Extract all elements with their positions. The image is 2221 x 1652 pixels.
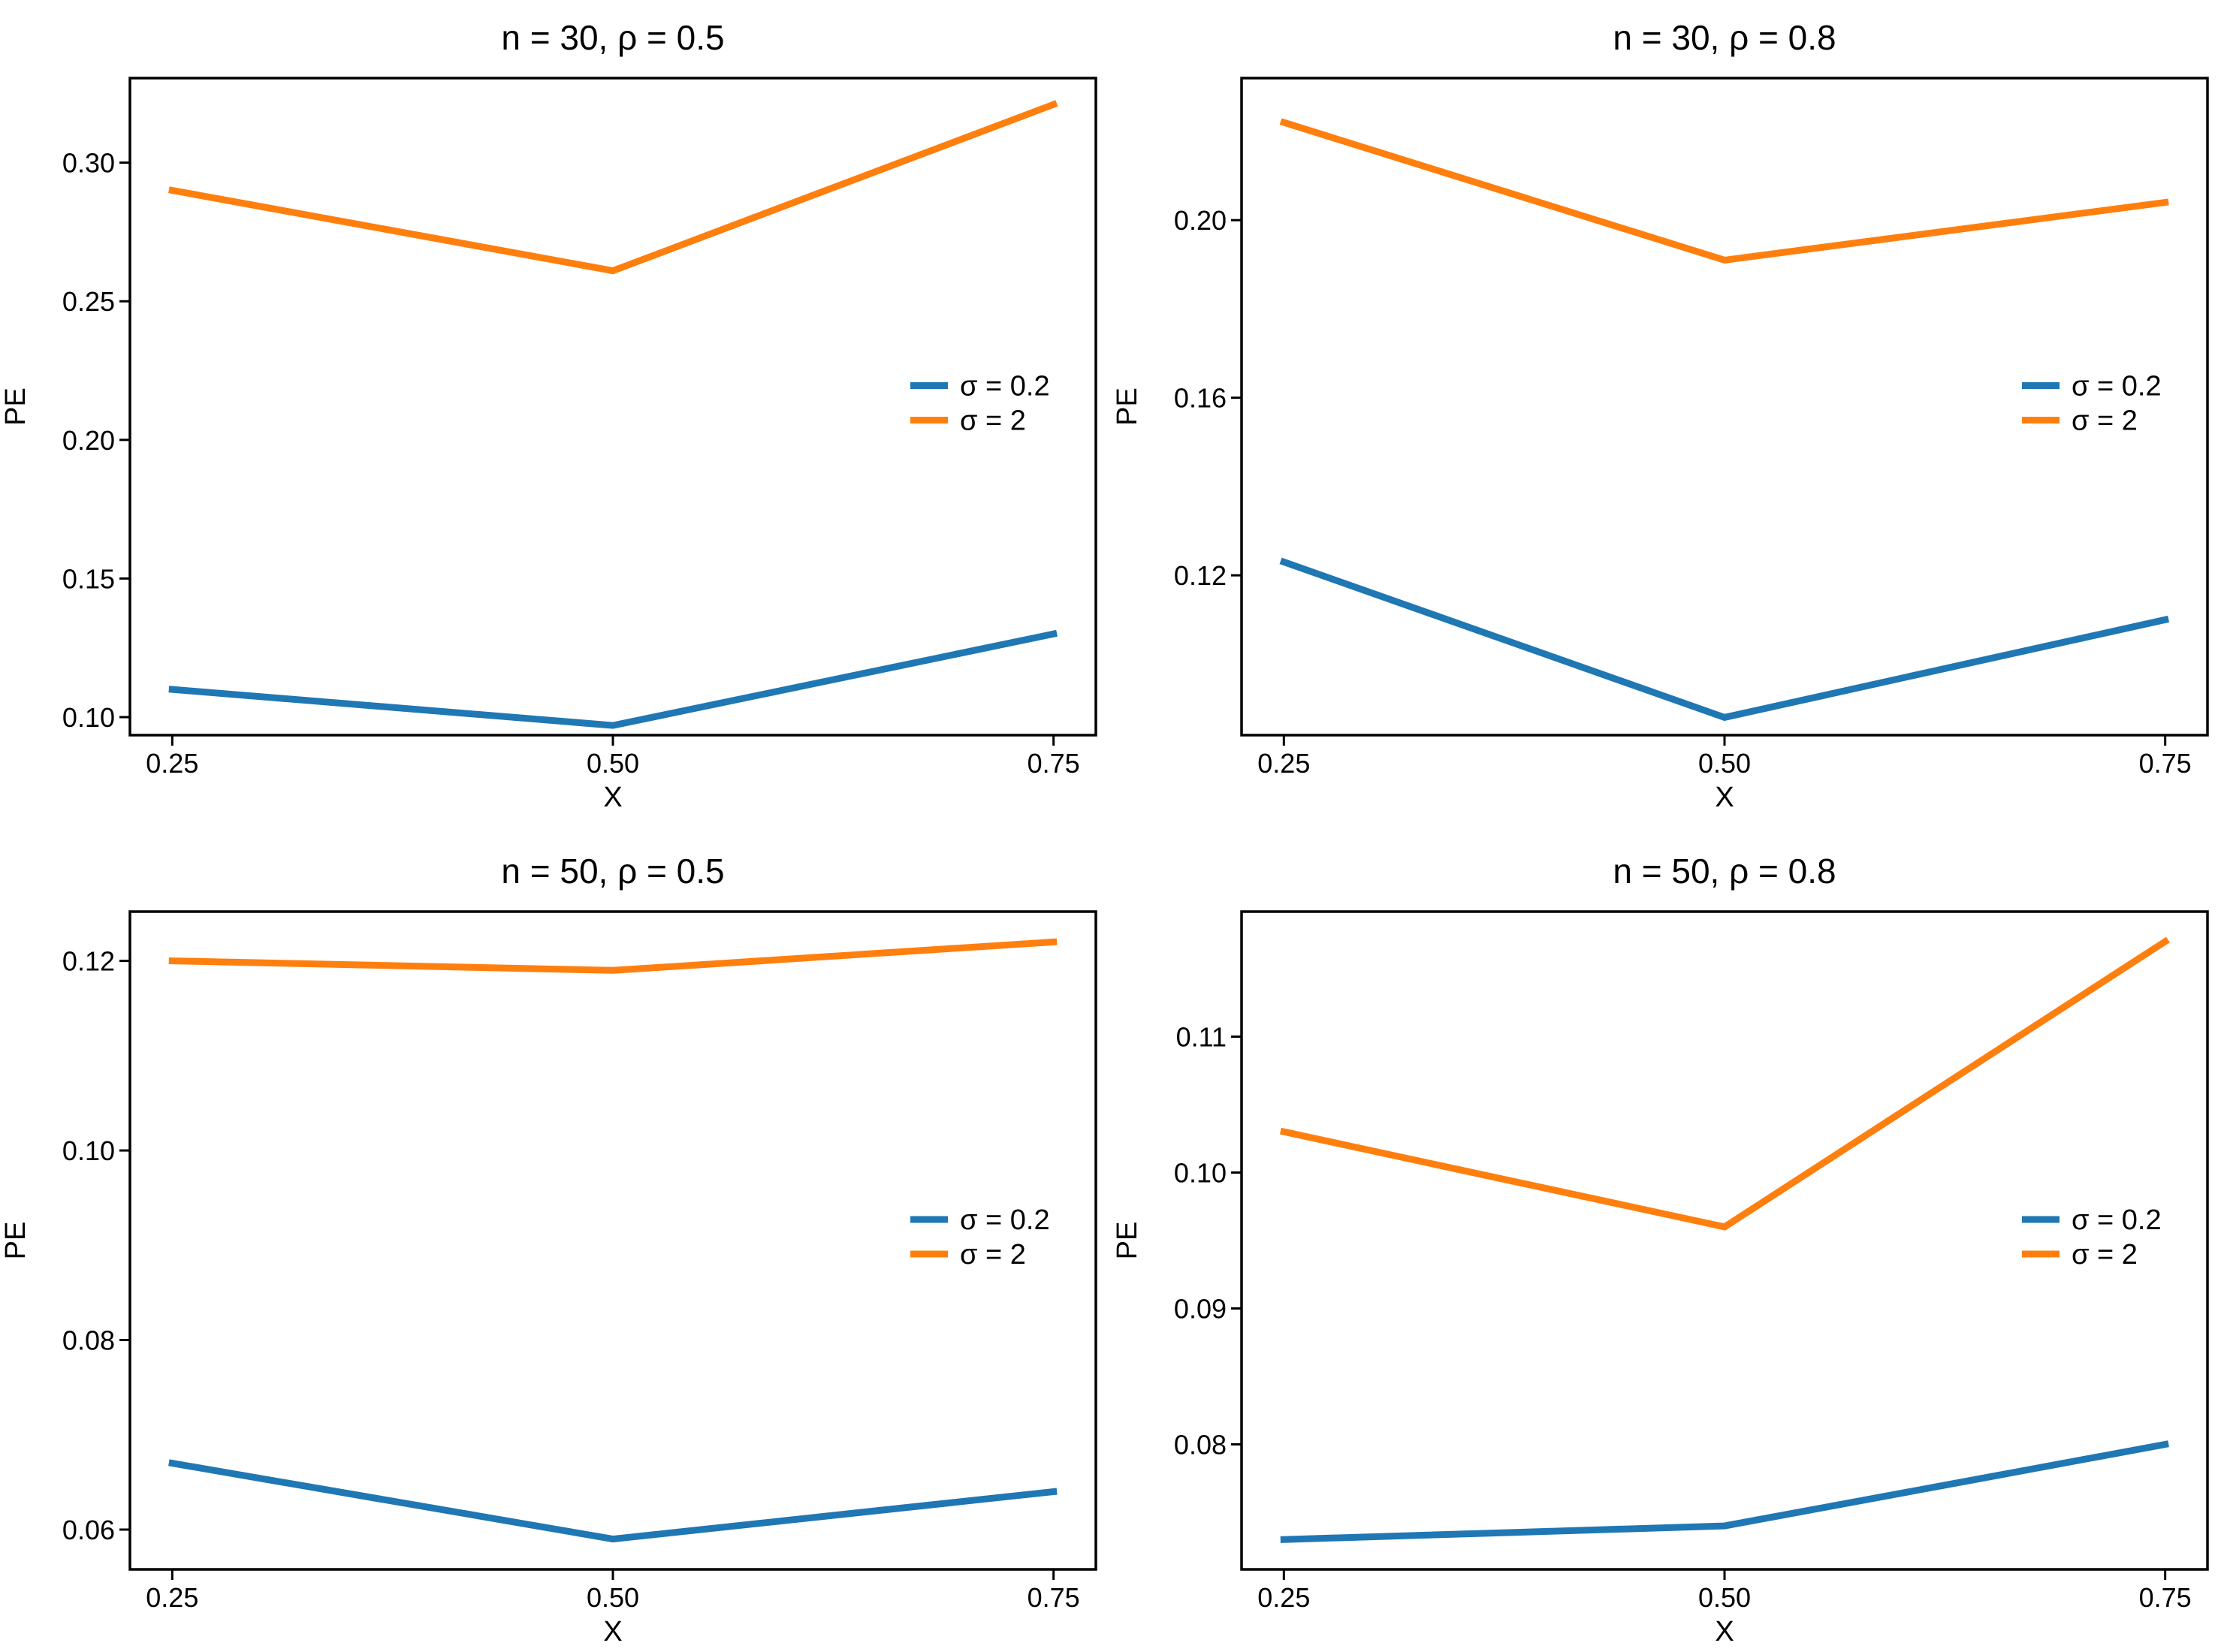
legend-label: σ = 2 <box>2072 1239 2138 1271</box>
y-tick-label: 0.20 <box>62 425 115 456</box>
y-tick-label: 0.10 <box>1174 1158 1227 1189</box>
y-tick-label: 0.12 <box>1174 560 1227 591</box>
x-axis-label: X <box>1715 1616 1734 1647</box>
y-tick-label: 0.10 <box>62 1135 115 1166</box>
x-tick-label: 0.25 <box>1257 748 1310 779</box>
plot-frame <box>128 77 1097 737</box>
subplot-title: n = 30, ρ = 0.8 <box>1613 18 1836 57</box>
y-tick-label: 0.20 <box>1174 205 1227 236</box>
y-tick-label: 0.30 <box>62 148 115 179</box>
subplot-title: n = 30, ρ = 0.5 <box>501 18 724 57</box>
y-tick-label: 0.06 <box>62 1515 115 1545</box>
y-tick-label: 0.08 <box>1174 1429 1227 1460</box>
series-line-sigma-2 <box>168 100 1058 275</box>
legend: σ = 0.2σ = 2 <box>910 1204 1050 1271</box>
legend-label: σ = 2 <box>960 1239 1026 1271</box>
legend-label: σ = 0.2 <box>960 371 1050 402</box>
legend-label: σ = 2 <box>960 405 1026 437</box>
x-tick-label: 0.25 <box>146 748 198 779</box>
legend-label: σ = 2 <box>2072 405 2138 437</box>
y-tick-label: 0.09 <box>1174 1293 1227 1324</box>
legend-label: σ = 0.2 <box>2072 371 2162 402</box>
series-line-sigma-2 <box>1279 936 2170 1231</box>
y-axis-label: PE <box>1112 1222 1143 1260</box>
x-tick-label: 0.50 <box>587 748 639 779</box>
y-tick-label: 0.11 <box>1176 1022 1227 1053</box>
legend: σ = 0.2σ = 2 <box>2022 371 2162 437</box>
series-line-sigma-2 <box>1279 118 2169 264</box>
y-axis-label: PE <box>0 1222 32 1260</box>
legend-label: σ = 0.2 <box>960 1204 1050 1236</box>
x-tick-label: 0.75 <box>2139 1582 2192 1613</box>
y-axis-label: PE <box>0 387 32 426</box>
subplot-3: n = 50, ρ = 0.5 0.25 0.50 0.75 0.06 0.08 0.10 0… <box>0 852 1097 1647</box>
series-line-sigma-0-2 <box>168 1459 1058 1543</box>
series-line-sigma-0-2 <box>1280 1440 2169 1543</box>
plot-frame <box>1240 77 2209 737</box>
x-tick-label: 0.50 <box>1698 748 1751 779</box>
y-tick-label: 0.25 <box>62 286 115 317</box>
subplot-title: n = 50, ρ = 0.8 <box>1613 852 1836 891</box>
subplot-2: n = 30, ρ = 0.8 0.25 0.50 0.75 0.12 0.16 0.20 X… <box>1112 18 2209 813</box>
x-axis-label: X <box>603 782 622 813</box>
y-tick-label: 0.16 <box>1174 383 1227 414</box>
x-tick-label: 0.50 <box>587 1582 639 1613</box>
y-tick-label: 0.12 <box>62 946 115 977</box>
subplot-title: n = 50, ρ = 0.5 <box>501 852 724 891</box>
x-tick-label: 0.25 <box>146 1582 198 1613</box>
x-tick-label: 0.50 <box>1698 1582 1751 1613</box>
series-line-sigma-0-2 <box>1279 557 2170 722</box>
legend-label: σ = 0.2 <box>2072 1204 2162 1236</box>
legend: σ = 0.2σ = 2 <box>2022 1204 2162 1271</box>
y-tick-label: 0.08 <box>62 1325 115 1356</box>
plot-frame <box>128 910 1097 1571</box>
series-line-sigma-0-2 <box>168 629 1058 729</box>
x-tick-label: 0.75 <box>1028 1582 1080 1613</box>
subplot-1: n = 30, ρ = 0.5 0.25 0.50 0.75 0.10 0.15 0.20 0… <box>0 18 1097 813</box>
y-tick-label: 0.15 <box>62 563 115 594</box>
series-line-sigma-2 <box>168 938 1058 974</box>
y-axis-label: PE <box>1112 387 1143 426</box>
legend: σ = 0.2σ = 2 <box>910 371 1050 437</box>
x-tick-label: 0.75 <box>1028 748 1080 779</box>
subplot-4: n = 50, ρ = 0.8 0.25 0.50 0.75 0.08 0.09 0.10 0… <box>1112 852 2209 1647</box>
x-tick-label: 0.75 <box>2139 748 2192 779</box>
x-axis-label: X <box>1715 782 1734 813</box>
x-axis-label: X <box>603 1616 622 1647</box>
x-tick-label: 0.25 <box>1257 1582 1310 1613</box>
y-tick-label: 0.10 <box>62 702 115 733</box>
